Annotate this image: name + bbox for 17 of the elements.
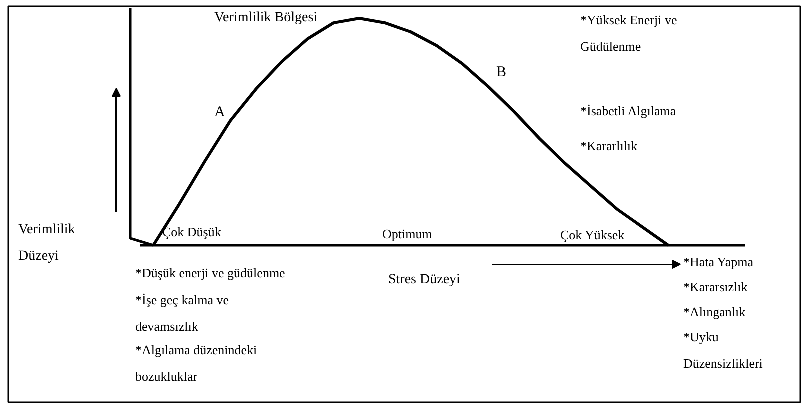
text: *Alınganlık: [684, 304, 746, 320]
text: *Uyku Düzensizlikleri: [684, 330, 764, 371]
annotation: *Yüksek Enerji ve Güdülenme: [580, 12, 678, 54]
chart-title: Verimlilik Bölgesi: [214, 10, 318, 26]
annotation: B: [496, 64, 507, 80]
annotation: Çok Yüksek: [560, 228, 626, 242]
text: *Algılama düzenindeki bozukluklar: [136, 342, 258, 384]
annotation: *İsabetli Algılama: [580, 104, 676, 118]
text: *Düşük enerji ve güdülenme: [136, 266, 286, 280]
text: *Hata Yapma: [684, 254, 754, 270]
annotation: *Kararlılık: [580, 138, 638, 154]
x-axis-title: Stres Düzeyi: [388, 272, 461, 288]
text: *İşe geç kalma ve devamsızlık: [136, 292, 230, 334]
text: *Kararsızlık: [684, 280, 748, 294]
annotation: Optimum: [382, 226, 432, 242]
annotation: A: [214, 104, 226, 120]
y-axis-title: Verimlilik Düzeyi: [18, 222, 76, 264]
